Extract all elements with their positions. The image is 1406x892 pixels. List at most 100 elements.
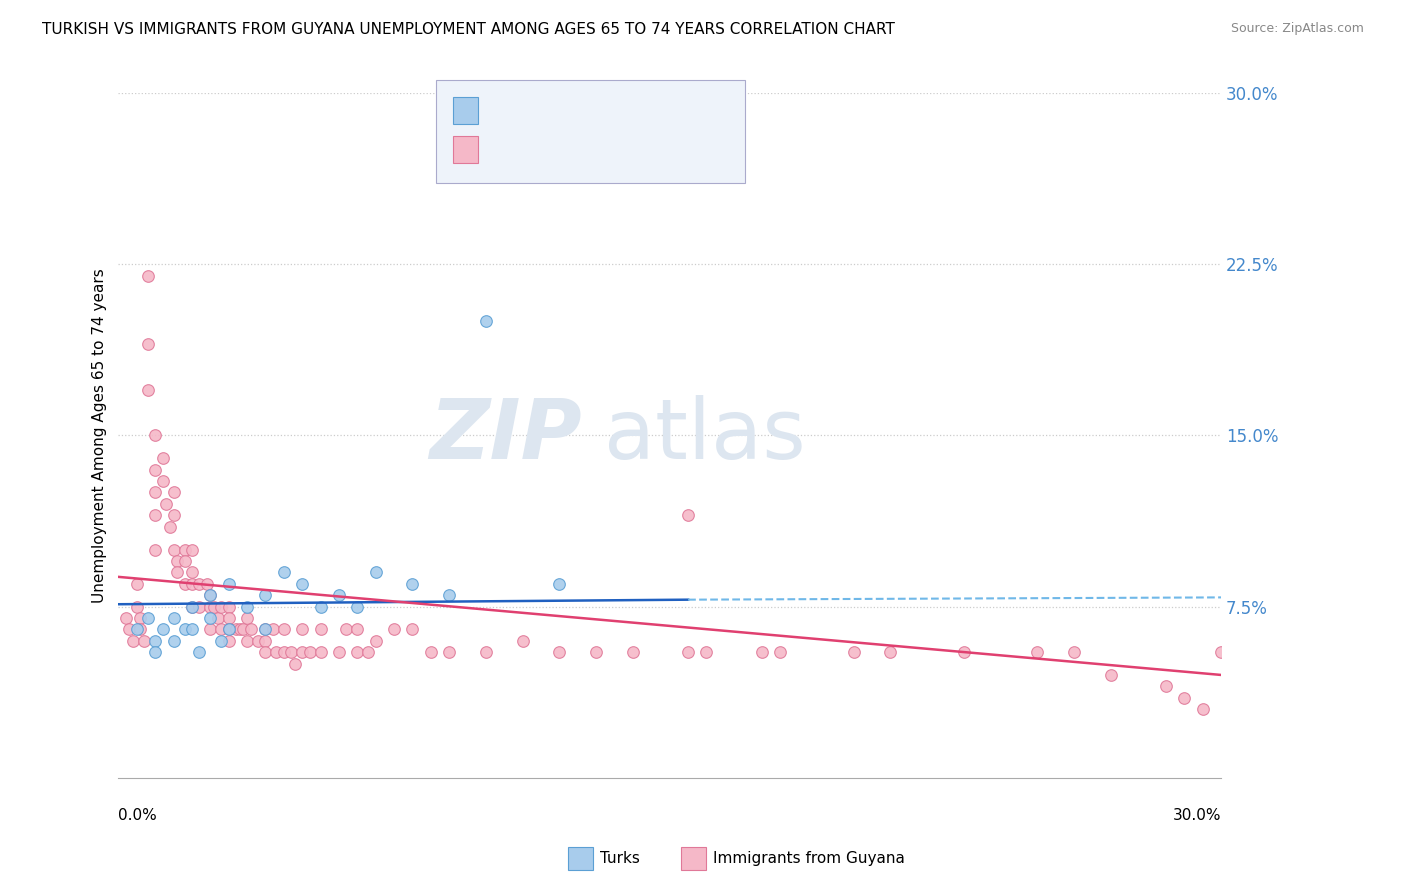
Point xyxy=(364,633,387,648)
Point xyxy=(143,485,166,500)
Point xyxy=(284,657,307,671)
Point xyxy=(1026,645,1049,659)
Point xyxy=(335,623,357,637)
Point xyxy=(209,599,232,614)
Point xyxy=(298,645,321,659)
Point xyxy=(143,633,166,648)
Point xyxy=(585,645,607,659)
Point xyxy=(236,633,259,648)
Point xyxy=(439,588,461,602)
Point xyxy=(254,623,277,637)
Point xyxy=(155,497,177,511)
Point xyxy=(143,428,166,442)
Point xyxy=(236,611,259,625)
Point xyxy=(695,645,717,659)
Point xyxy=(162,611,184,625)
Point xyxy=(181,599,204,614)
Point xyxy=(159,519,181,533)
Point xyxy=(207,611,229,625)
Point xyxy=(475,314,498,328)
Point xyxy=(419,645,441,659)
Point xyxy=(125,599,148,614)
Point xyxy=(357,645,380,659)
Text: TURKISH VS IMMIGRANTS FROM GUYANA UNEMPLOYMENT AMONG AGES 65 TO 74 YEARS CORRELA: TURKISH VS IMMIGRANTS FROM GUYANA UNEMPL… xyxy=(42,22,896,37)
Point xyxy=(143,508,166,523)
Point xyxy=(328,645,350,659)
Y-axis label: Unemployment Among Ages 65 to 74 years: Unemployment Among Ages 65 to 74 years xyxy=(93,268,107,603)
Point xyxy=(1154,679,1177,693)
Point xyxy=(218,599,240,614)
Point xyxy=(122,633,145,648)
Text: ZIP: ZIP xyxy=(429,395,582,476)
Point xyxy=(134,633,156,648)
Point xyxy=(200,588,222,602)
Point xyxy=(136,383,159,397)
Point xyxy=(173,542,195,557)
Point xyxy=(173,623,195,637)
Text: R = 0.004   N = 29: R = 0.004 N = 29 xyxy=(489,103,634,118)
Point xyxy=(173,554,195,568)
Point xyxy=(262,623,284,637)
Point xyxy=(200,588,222,602)
Point xyxy=(200,599,222,614)
Point xyxy=(118,623,141,637)
Point xyxy=(247,633,270,648)
Point xyxy=(273,645,295,659)
Point xyxy=(236,599,259,614)
Point xyxy=(328,588,350,602)
Point xyxy=(162,633,184,648)
Text: 0.0%: 0.0% xyxy=(118,808,157,823)
Point xyxy=(879,645,901,659)
Point xyxy=(232,623,254,637)
Point xyxy=(401,623,423,637)
Point xyxy=(291,645,314,659)
Point xyxy=(676,508,699,523)
Point xyxy=(143,542,166,557)
Text: R = -0.151   N = 97: R = -0.151 N = 97 xyxy=(489,143,640,157)
Point xyxy=(1209,645,1232,659)
Point xyxy=(143,463,166,477)
Point xyxy=(114,611,136,625)
Point xyxy=(181,599,204,614)
Point xyxy=(1191,702,1213,716)
Point xyxy=(136,611,159,625)
Point xyxy=(152,623,174,637)
Point xyxy=(676,645,699,659)
Point xyxy=(225,623,247,637)
Point xyxy=(143,645,166,659)
Point xyxy=(136,268,159,283)
Point xyxy=(195,576,218,591)
Point xyxy=(173,576,195,591)
Point xyxy=(229,623,252,637)
Point xyxy=(181,623,204,637)
Point xyxy=(309,623,332,637)
Point xyxy=(1173,690,1195,705)
Point xyxy=(1063,645,1085,659)
Point xyxy=(512,633,534,648)
Point xyxy=(548,576,571,591)
Point xyxy=(769,645,792,659)
Point xyxy=(218,611,240,625)
Point xyxy=(254,645,277,659)
Text: Immigrants from Guyana: Immigrants from Guyana xyxy=(713,851,904,865)
Point xyxy=(136,337,159,351)
Point xyxy=(166,566,188,580)
Point xyxy=(475,645,498,659)
Point xyxy=(254,633,277,648)
Point xyxy=(202,599,225,614)
Point xyxy=(209,633,232,648)
Point xyxy=(280,645,302,659)
Point xyxy=(218,633,240,648)
Point xyxy=(188,645,211,659)
Point xyxy=(162,508,184,523)
Point xyxy=(188,576,211,591)
Point xyxy=(239,623,262,637)
Point xyxy=(1099,668,1122,682)
Point xyxy=(266,645,288,659)
Point xyxy=(125,576,148,591)
Point xyxy=(254,588,277,602)
Point xyxy=(621,645,644,659)
Point xyxy=(200,623,222,637)
Point xyxy=(209,623,232,637)
Point xyxy=(346,645,368,659)
